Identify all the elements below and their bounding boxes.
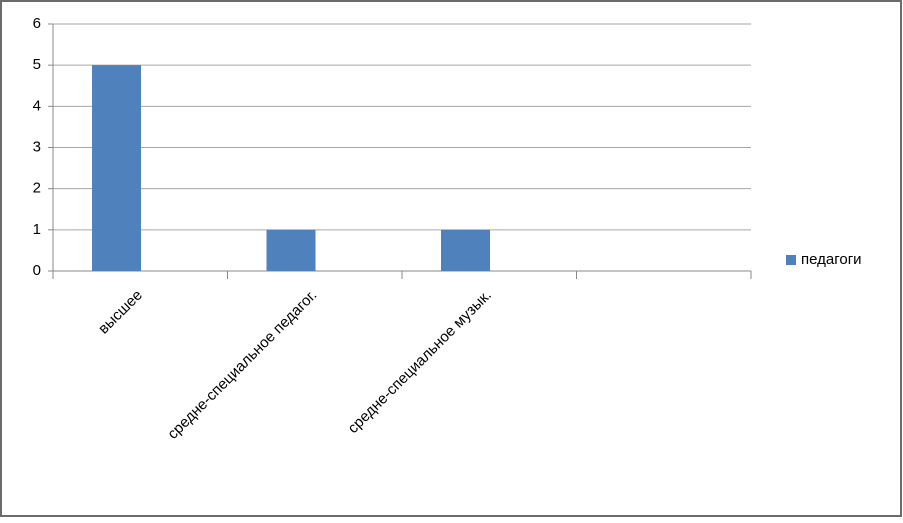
y-tick-label: 1 [33,221,41,238]
y-tick-label: 3 [33,138,41,155]
y-tick-label: 0 [33,262,41,279]
y-tick-label: 4 [33,97,41,114]
y-tick-label: 5 [33,56,41,73]
y-tick-label: 6 [33,15,41,32]
legend-swatch [786,255,796,265]
bar [92,65,141,272]
bar [266,229,316,271]
bar [441,229,490,271]
legend-label: педагоги [801,251,862,268]
y-tick-label: 2 [33,180,41,197]
